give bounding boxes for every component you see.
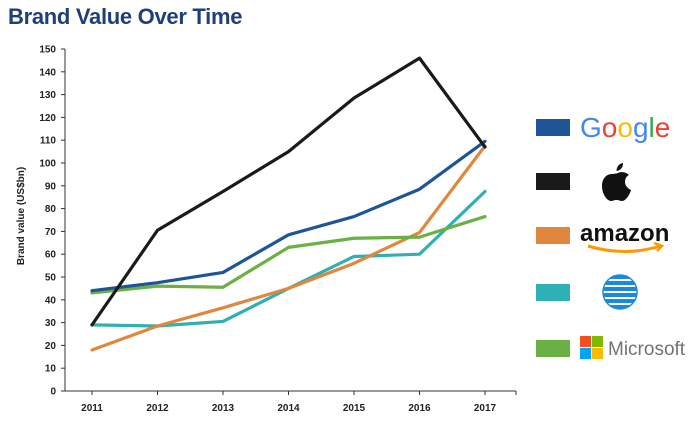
apple-logo: [602, 163, 631, 201]
x-tick-label-2012: 2012: [146, 403, 169, 414]
att-globe-logo: [602, 274, 638, 310]
y-tick-label-60: 60: [45, 250, 57, 261]
series-line-google: [90, 139, 487, 293]
series-line-amazon: [90, 144, 487, 352]
y-axis-label: Brand value (US$bn): [16, 167, 27, 265]
legend-swatch-microsoft: [536, 340, 570, 357]
amazon-logo: amazon: [580, 220, 669, 253]
y-tick-label-30: 30: [45, 318, 57, 329]
legend-swatch-google: [536, 119, 570, 136]
legend-item-att: [536, 272, 696, 312]
y-tick-label-40: 40: [45, 295, 57, 306]
y-tick-label-150: 150: [39, 45, 56, 56]
legend-item-google: Google: [536, 107, 696, 147]
svg-text:Microsoft: Microsoft: [608, 339, 686, 360]
legend-item-microsoft: Microsoft: [536, 328, 696, 368]
y-tick-label-120: 120: [39, 113, 56, 124]
x-tick-label-2017: 2017: [474, 403, 497, 414]
series-line-apple: [90, 56, 487, 327]
y-tick-label-140: 140: [39, 67, 56, 78]
google-logo-g1: G: [580, 112, 602, 143]
y-tick-label-110: 110: [40, 136, 57, 147]
google-logo: Google: [580, 112, 670, 143]
y-tick-label-80: 80: [45, 204, 57, 215]
y-tick-label-70: 70: [45, 227, 57, 238]
legend-item-amazon: amazon: [536, 215, 696, 255]
y-tick-label-90: 90: [45, 181, 57, 192]
legend-item-apple: [536, 161, 696, 201]
y-tick-label-130: 130: [39, 90, 56, 101]
series-line-microsoft: [90, 214, 487, 295]
x-tick-label-2015: 2015: [343, 403, 366, 414]
microsoft-logo: Microsoft: [580, 336, 686, 360]
x-tick-label-2013: 2013: [212, 403, 235, 414]
y-tick-label-0: 0: [50, 387, 56, 398]
chart-title: Brand Value Over Time: [8, 4, 243, 29]
series-line-at-t: [90, 189, 487, 328]
y-tick-label-50: 50: [45, 273, 57, 284]
x-tick-label-2011: 2011: [81, 403, 103, 414]
svg-text:Google: Google: [580, 112, 670, 143]
y-tick-label-10: 10: [45, 364, 57, 375]
x-tick-label-2016: 2016: [408, 403, 431, 414]
y-tick-label-20: 20: [45, 341, 57, 352]
legend-swatch-amazon: [536, 227, 570, 244]
legend-swatch-apple: [536, 173, 570, 190]
x-tick-label-2014: 2014: [277, 403, 300, 414]
legend-swatch-att: [536, 284, 570, 301]
y-tick-label-100: 100: [39, 159, 56, 170]
